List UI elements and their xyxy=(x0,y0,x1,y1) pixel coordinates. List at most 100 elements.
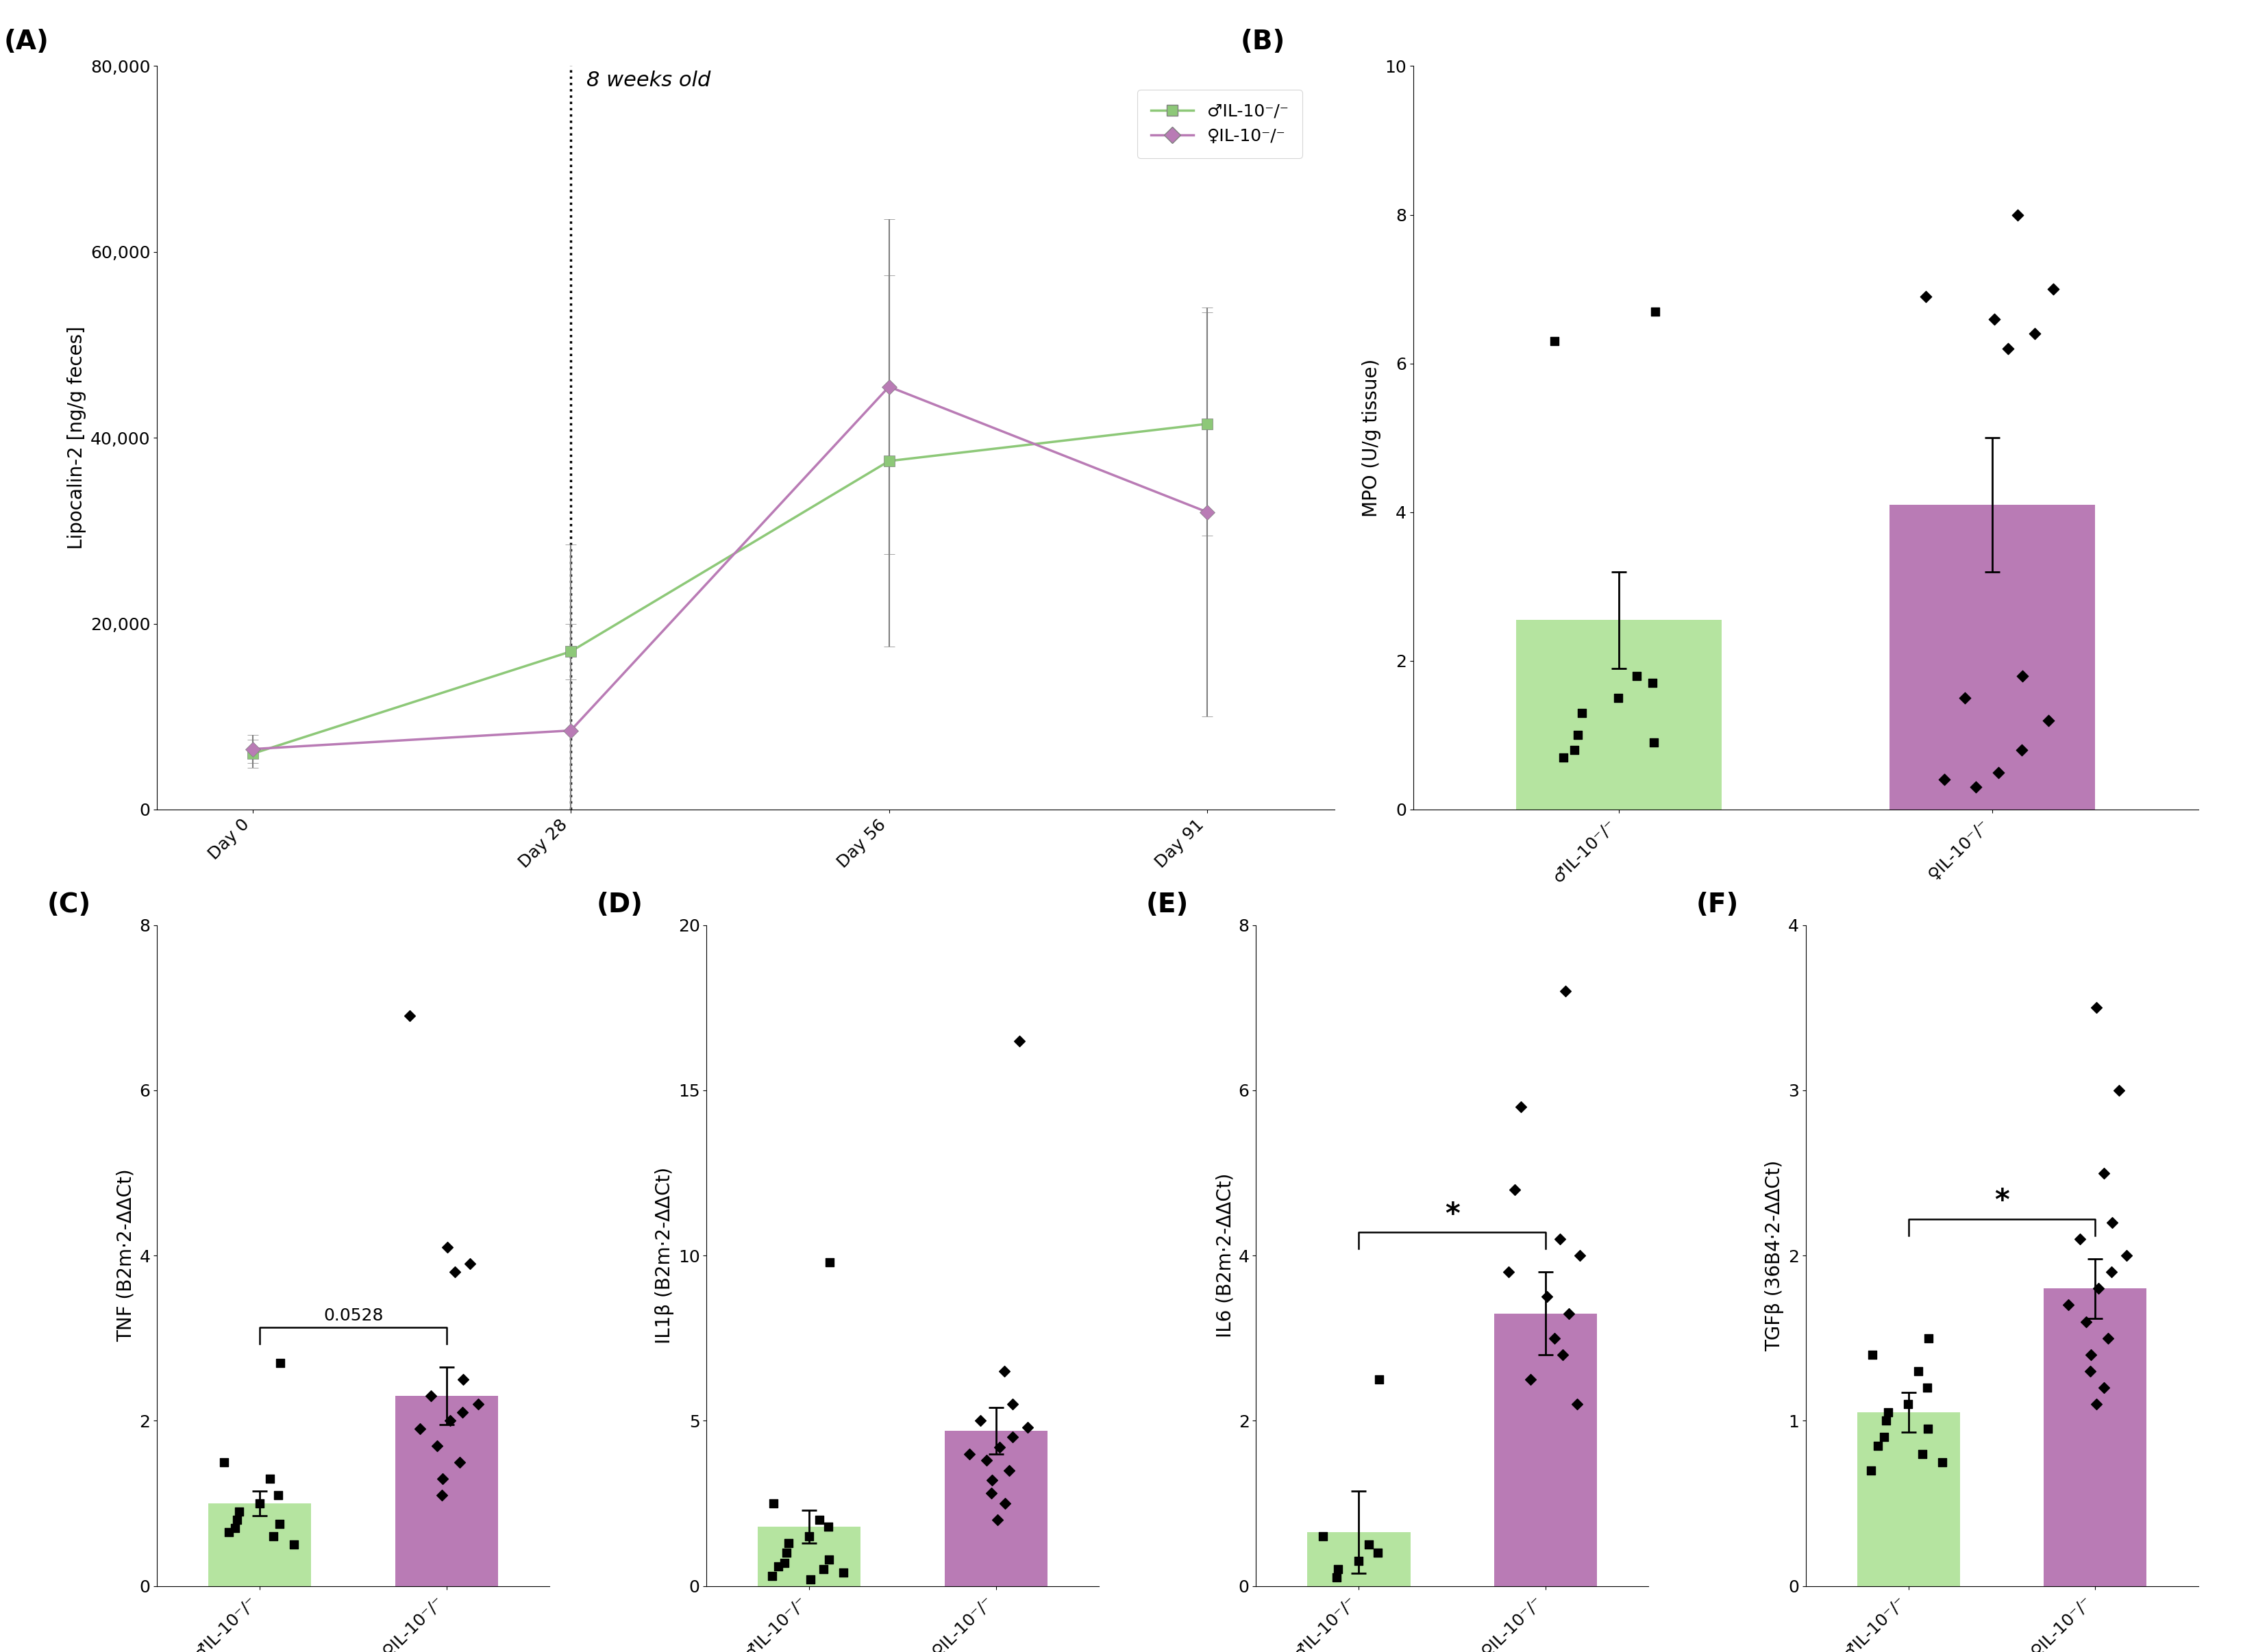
Y-axis label: MPO (U/g tissue): MPO (U/g tissue) xyxy=(1362,358,1382,517)
Point xyxy=(1350,1531,1386,1558)
Text: (B): (B) xyxy=(1240,28,1285,55)
Point xyxy=(1496,1176,1532,1203)
Bar xyxy=(1889,506,2095,809)
Point xyxy=(2082,1275,2117,1302)
Point xyxy=(1855,1341,1891,1368)
Point xyxy=(460,1391,496,1417)
Point xyxy=(1561,722,1597,748)
Text: 0.0528: 0.0528 xyxy=(323,1308,384,1325)
Point xyxy=(453,1251,489,1277)
Point xyxy=(446,1366,482,1393)
Point xyxy=(222,1498,258,1525)
Bar xyxy=(758,1526,861,1586)
Point xyxy=(1492,1259,1527,1285)
Y-axis label: Lipocalin-2 [ng/g feces]: Lipocalin-2 [ng/g feces] xyxy=(67,325,87,550)
Point xyxy=(1552,1300,1588,1327)
Point xyxy=(1958,773,1994,801)
Point xyxy=(1909,1374,1945,1401)
Point xyxy=(801,1507,837,1533)
Point xyxy=(812,1546,848,1573)
Y-axis label: TGFβ (36B4·2-ΔΔCt): TGFβ (36B4·2-ΔΔCt) xyxy=(1765,1160,1783,1351)
Point xyxy=(969,1447,1005,1474)
Point xyxy=(973,1480,1009,1507)
Point xyxy=(982,1434,1018,1460)
Point xyxy=(772,1530,807,1556)
Point xyxy=(276,1531,312,1558)
Point xyxy=(2030,707,2066,733)
Point xyxy=(2005,662,2041,689)
Point xyxy=(218,1515,253,1541)
Point xyxy=(1559,1391,1595,1417)
Point xyxy=(1976,306,2012,332)
Point xyxy=(1619,662,1655,689)
Point xyxy=(1561,1242,1597,1269)
Point xyxy=(442,1449,478,1475)
Bar xyxy=(2043,1289,2147,1586)
Point xyxy=(2003,737,2039,763)
Point xyxy=(2016,320,2052,347)
Legend: ♂IL-10⁻/⁻, ♀IL-10⁻/⁻: ♂IL-10⁻/⁻, ♀IL-10⁻/⁻ xyxy=(1137,89,1303,159)
Text: *: * xyxy=(1444,1201,1460,1229)
Point xyxy=(262,1350,298,1376)
Point xyxy=(2086,1374,2122,1401)
Point xyxy=(1911,1416,1947,1442)
Point xyxy=(1635,671,1671,697)
Point xyxy=(256,1523,292,1550)
Point xyxy=(994,1424,1030,1450)
Point xyxy=(1545,1341,1581,1368)
Point xyxy=(1891,1391,1927,1417)
Text: *: * xyxy=(1994,1188,2010,1216)
Point xyxy=(1009,1414,1045,1441)
Point xyxy=(767,1550,803,1576)
Point xyxy=(2090,1325,2126,1351)
Bar xyxy=(1516,620,1723,809)
Point xyxy=(1536,327,1572,355)
Point xyxy=(769,1540,805,1566)
Point xyxy=(812,1249,848,1275)
Point xyxy=(2079,1391,2115,1417)
Point xyxy=(2108,1242,2144,1269)
Y-axis label: TNF (B2m·2-ΔΔCt): TNF (B2m·2-ΔΔCt) xyxy=(117,1170,135,1341)
Point xyxy=(444,1399,480,1426)
Point xyxy=(1512,1366,1548,1393)
Point xyxy=(2093,1259,2129,1285)
Point xyxy=(424,1482,460,1508)
Point xyxy=(1359,1540,1395,1566)
Text: (F): (F) xyxy=(1696,892,1738,919)
Point xyxy=(2073,1358,2108,1384)
Point xyxy=(1868,1408,1904,1434)
Point xyxy=(2073,1341,2108,1368)
Text: (C): (C) xyxy=(47,892,92,919)
Point xyxy=(1003,1028,1039,1054)
Point xyxy=(1602,684,1637,710)
Point xyxy=(393,1003,428,1029)
Point xyxy=(1545,743,1581,770)
Point xyxy=(2061,1226,2097,1252)
Bar xyxy=(1494,1313,1597,1586)
Point xyxy=(1321,1556,1357,1583)
Point xyxy=(810,1513,846,1540)
Point xyxy=(962,1408,998,1434)
Point xyxy=(2068,1308,2104,1335)
Point xyxy=(1341,1548,1377,1574)
Point xyxy=(756,1490,792,1517)
Point xyxy=(792,1566,828,1593)
Point xyxy=(242,1490,278,1517)
Text: (A): (A) xyxy=(4,28,49,55)
Point xyxy=(1871,1399,1907,1426)
Point xyxy=(1859,1432,1895,1459)
Point xyxy=(951,1441,987,1467)
Point xyxy=(1305,1523,1341,1550)
Bar xyxy=(395,1396,498,1586)
Text: 8 weeks old: 8 weeks old xyxy=(588,71,711,91)
Point xyxy=(805,1556,841,1583)
Point xyxy=(1947,684,1983,710)
Point xyxy=(1900,1358,1936,1384)
Point xyxy=(1557,737,1593,763)
Point xyxy=(991,1457,1027,1483)
Bar xyxy=(944,1431,1047,1586)
Point xyxy=(433,1408,469,1434)
Bar xyxy=(209,1503,312,1586)
Text: (E): (E) xyxy=(1146,892,1189,919)
Point xyxy=(1362,1366,1397,1393)
